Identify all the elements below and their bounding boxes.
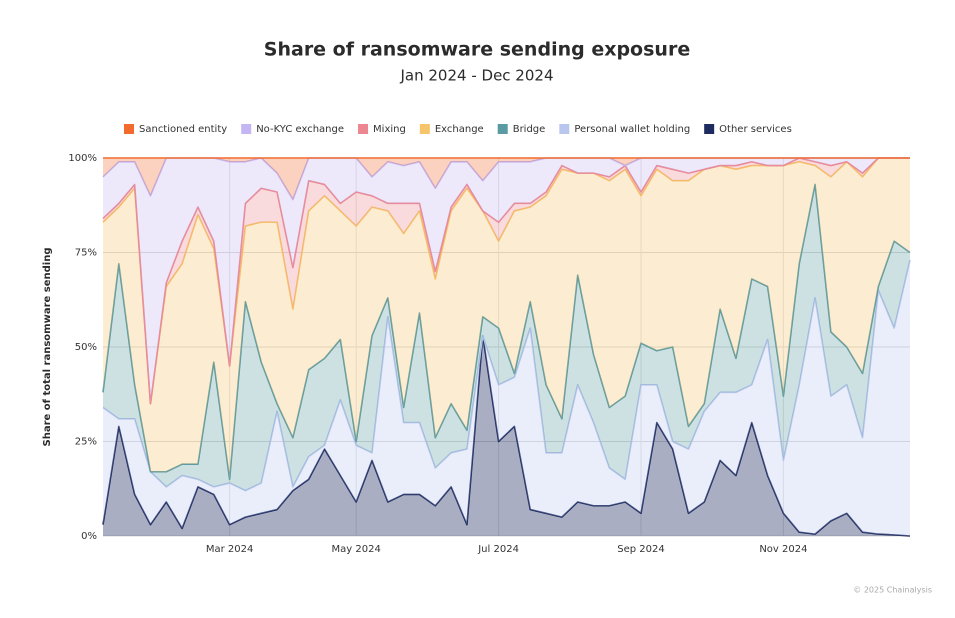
legend-swatch xyxy=(358,124,369,134)
legend-swatch xyxy=(124,124,134,134)
area xyxy=(103,184,910,491)
area-line xyxy=(102,334,911,537)
legend-swatch xyxy=(704,124,715,134)
legend-swatch xyxy=(241,124,252,134)
area xyxy=(103,158,910,404)
plot-areas xyxy=(102,157,911,537)
x-tick-label: Jul 2024 xyxy=(477,544,519,555)
legend-label: Sanctioned entity xyxy=(139,124,227,135)
area xyxy=(103,260,910,536)
y-tick-label: 50% xyxy=(75,342,97,353)
legend-label: Other services xyxy=(719,124,792,135)
y-tick-label: 75% xyxy=(75,248,97,259)
legend-label: Bridge xyxy=(513,124,546,135)
legend-label: Personal wallet holding xyxy=(574,124,690,135)
y-tick-label: 0% xyxy=(81,531,97,542)
source-note: © 2025 Chainalysis xyxy=(853,586,932,595)
chart-subtitle: Jan 2024 - Dec 2024 xyxy=(400,67,554,85)
area xyxy=(103,158,910,404)
y-tick-label: 100% xyxy=(68,153,97,164)
legend-swatch xyxy=(559,124,570,134)
legend-label: No-KYC exchange xyxy=(256,124,344,135)
y-tick-label: 25% xyxy=(75,437,97,448)
x-tick-label: May 2024 xyxy=(332,544,381,555)
y-axis-label: Share of total ransomware sending xyxy=(42,248,53,447)
legend-label: Exchange xyxy=(435,124,484,135)
x-tick-label: Sep 2024 xyxy=(617,544,664,555)
area-line xyxy=(102,157,910,405)
area-line xyxy=(102,183,911,481)
legend-swatch xyxy=(419,124,430,134)
legend-swatch xyxy=(497,124,508,134)
x-tick-label: Mar 2024 xyxy=(206,544,254,555)
chart-title: Share of ransomware sending exposure xyxy=(264,39,690,61)
area xyxy=(103,335,910,536)
legend-label: Mixing xyxy=(373,124,406,135)
x-tick-label: Nov 2024 xyxy=(759,544,807,555)
area-line xyxy=(102,259,911,492)
